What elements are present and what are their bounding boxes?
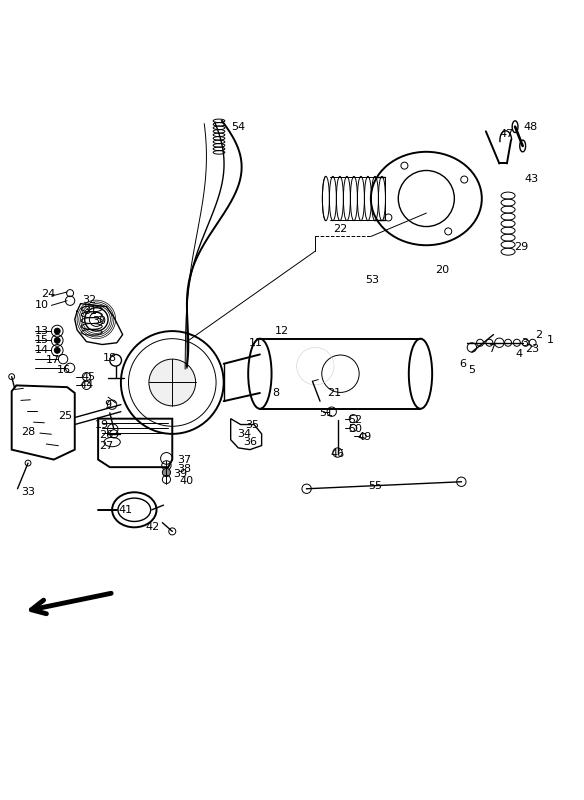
Circle shape [302, 484, 311, 494]
Text: 5: 5 [468, 365, 475, 374]
Text: 54: 54 [231, 122, 245, 132]
Text: 37: 37 [177, 454, 191, 465]
Text: 39: 39 [173, 469, 187, 479]
Text: 20: 20 [436, 266, 450, 275]
Text: 45: 45 [82, 372, 96, 382]
Text: 2: 2 [535, 330, 542, 339]
Text: 12: 12 [274, 326, 288, 336]
Text: 22: 22 [333, 225, 347, 234]
Text: 33: 33 [21, 487, 35, 498]
Text: 44: 44 [79, 381, 93, 390]
Text: 53: 53 [366, 275, 380, 286]
Text: 47: 47 [500, 130, 514, 139]
Text: 29: 29 [514, 242, 528, 252]
Text: 17: 17 [46, 355, 60, 366]
Text: 43: 43 [524, 174, 538, 184]
Text: 23: 23 [526, 344, 540, 354]
Text: 52: 52 [348, 415, 362, 426]
Text: 6: 6 [459, 358, 466, 369]
Text: 18: 18 [103, 353, 117, 363]
Text: 8: 8 [272, 388, 279, 398]
Text: 4: 4 [515, 350, 522, 359]
Text: 46: 46 [331, 449, 345, 458]
Text: 34: 34 [237, 429, 251, 439]
Text: 48: 48 [523, 122, 537, 132]
Text: 50: 50 [348, 424, 362, 434]
Text: 1: 1 [547, 335, 554, 346]
Text: 11: 11 [249, 338, 263, 348]
Text: 32: 32 [82, 294, 96, 305]
Text: 38: 38 [177, 464, 191, 474]
Text: 40: 40 [180, 475, 194, 486]
Text: 15: 15 [35, 335, 49, 346]
Text: 30: 30 [92, 316, 106, 326]
Text: 55: 55 [368, 482, 382, 491]
Circle shape [457, 477, 466, 486]
Circle shape [54, 328, 60, 334]
Text: 9: 9 [105, 400, 112, 410]
Text: 13: 13 [35, 326, 49, 336]
Text: 51: 51 [319, 408, 333, 418]
Circle shape [162, 468, 171, 477]
Text: 41: 41 [119, 505, 133, 514]
Text: 49: 49 [358, 432, 372, 442]
Text: 27: 27 [99, 441, 113, 450]
Text: 16: 16 [57, 365, 71, 374]
Text: 36: 36 [243, 437, 257, 447]
Text: 31: 31 [84, 306, 98, 316]
Text: 35: 35 [245, 419, 259, 430]
Text: 7: 7 [488, 344, 495, 354]
Text: 14: 14 [35, 346, 49, 355]
Text: 10: 10 [35, 300, 49, 310]
Text: 28: 28 [21, 427, 35, 437]
Text: 26: 26 [99, 430, 113, 440]
Circle shape [149, 359, 196, 406]
Text: 24: 24 [41, 289, 55, 298]
Text: 3: 3 [521, 338, 528, 348]
Circle shape [54, 347, 60, 354]
Text: 42: 42 [146, 522, 160, 532]
Text: 25: 25 [58, 411, 72, 422]
Text: 19: 19 [95, 419, 109, 430]
Text: 21: 21 [327, 388, 341, 398]
Circle shape [54, 338, 60, 343]
